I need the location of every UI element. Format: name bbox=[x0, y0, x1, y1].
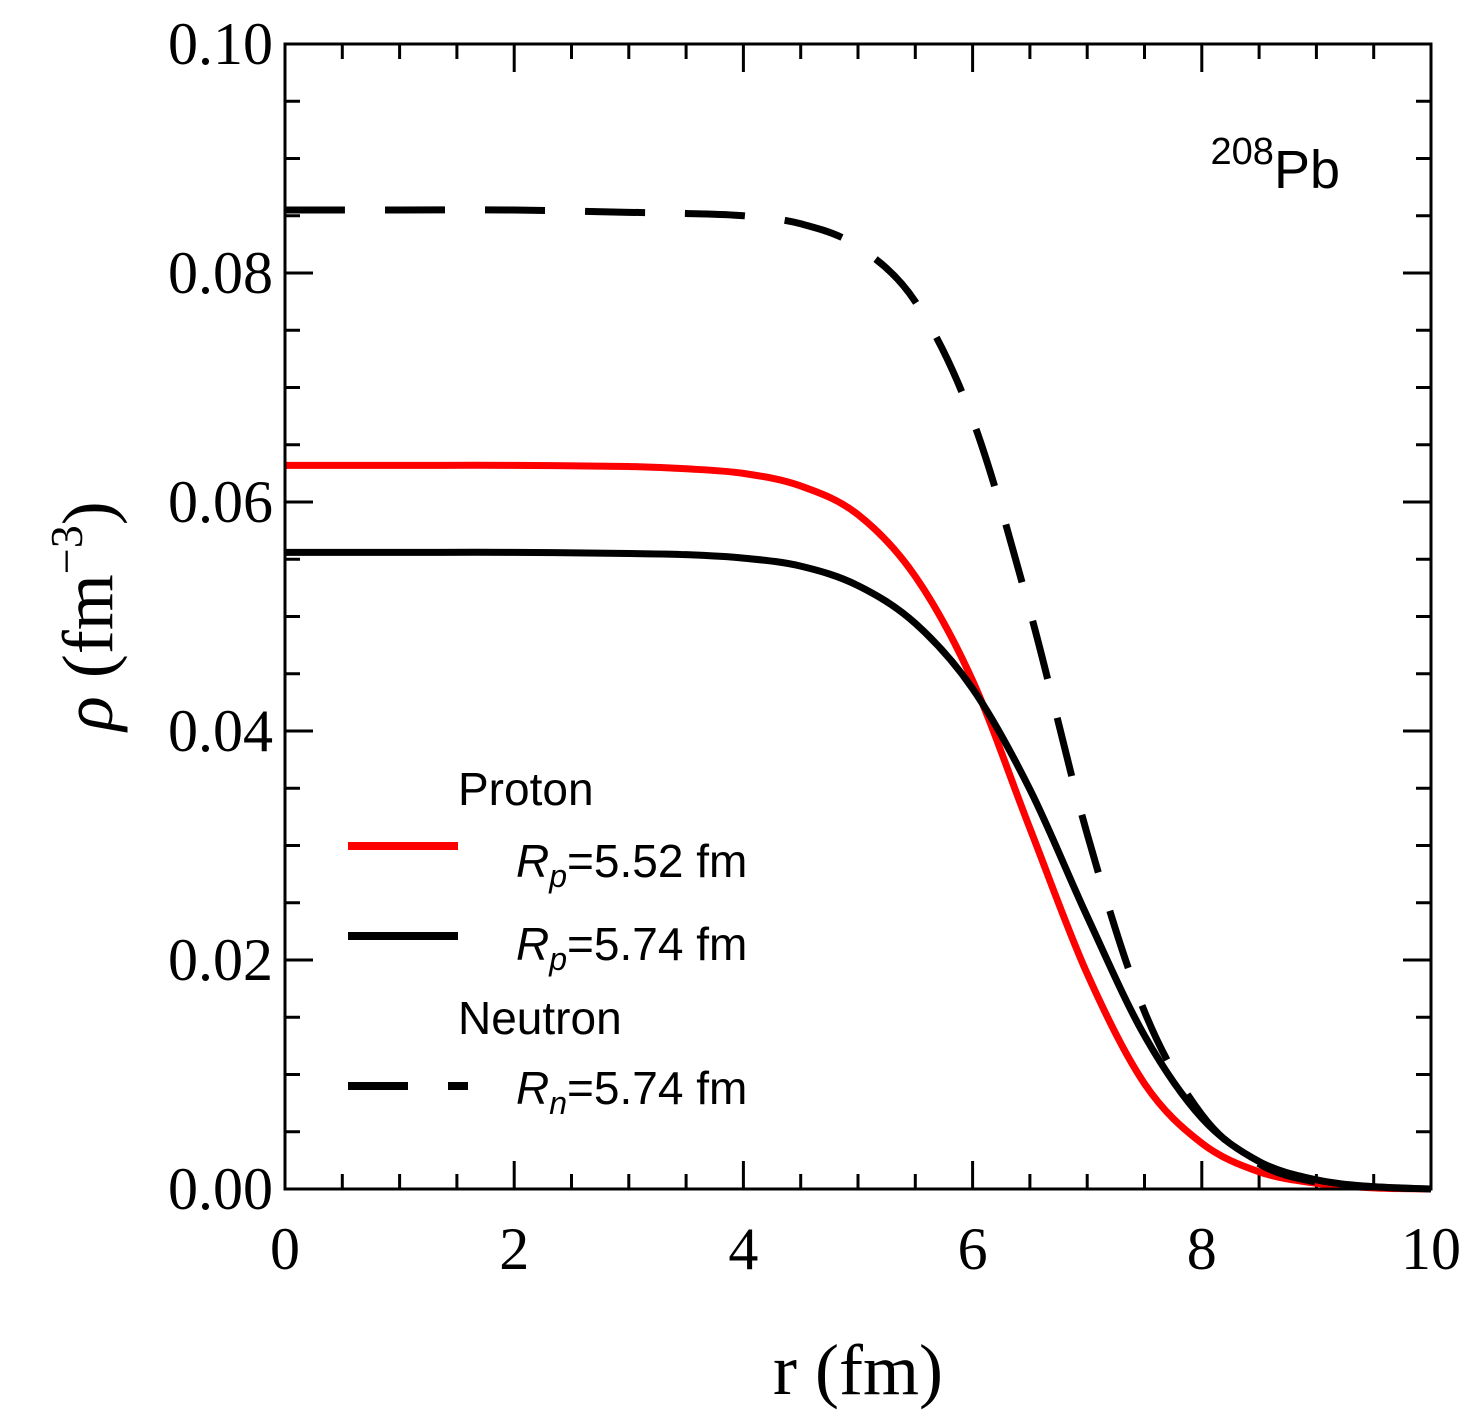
y-tick-label: 0.06 bbox=[168, 469, 273, 535]
x-tick-label: 8 bbox=[1187, 1216, 1217, 1282]
legend-heading-neutron: Neutron bbox=[458, 992, 622, 1044]
legend-symbol: R bbox=[516, 835, 549, 887]
legend-heading-proton: Proton bbox=[458, 763, 594, 815]
legend-subscript: n bbox=[549, 1085, 567, 1121]
series-line-2 bbox=[285, 206, 1432, 1193]
mass-number: 208 bbox=[1211, 131, 1274, 173]
y-tick-label: 0.00 bbox=[168, 1156, 273, 1222]
y-tick-label: 0.04 bbox=[168, 698, 273, 764]
legend-label-proton-552: Rp=5.52 fm bbox=[516, 835, 747, 894]
data-series bbox=[284, 206, 1432, 1193]
legend-subscript: p bbox=[548, 941, 567, 977]
legend-symbol: R bbox=[516, 1062, 549, 1114]
legend-label-neutron-574: Rn=5.74 fm bbox=[516, 1062, 747, 1121]
x-tick-label: 4 bbox=[728, 1216, 758, 1282]
series-line-0 bbox=[284, 461, 1432, 1193]
plot-frame bbox=[283, 42, 1433, 1191]
y-axis-title: ρ (fm−3) bbox=[41, 501, 128, 732]
x-tick-label: 0 bbox=[270, 1216, 300, 1282]
y-axis-symbol: ρ bbox=[48, 696, 128, 733]
series-line-1 bbox=[285, 548, 1432, 1193]
x-tick-label: 10 bbox=[1401, 1216, 1461, 1282]
y-tick-label: 0.02 bbox=[168, 927, 273, 993]
y-axis-unit-exponent: −3 bbox=[41, 525, 92, 574]
x-tick-label: 2 bbox=[499, 1216, 529, 1282]
element-symbol: Pb bbox=[1274, 140, 1340, 200]
legend-value: =5.74 fm bbox=[567, 1062, 747, 1114]
legend-subscript: p bbox=[548, 858, 567, 894]
legend-symbol: R bbox=[516, 918, 549, 970]
axis-ticks bbox=[283, 42, 1433, 1191]
x-tick-label: 6 bbox=[958, 1216, 988, 1282]
y-tick-label: 0.10 bbox=[168, 11, 273, 77]
x-axis-title: r (fm) bbox=[773, 1330, 943, 1410]
y-axis-unit-close: ) bbox=[48, 501, 128, 525]
legend-value: =5.74 fm bbox=[567, 918, 747, 970]
legend-value: =5.52 fm bbox=[567, 835, 747, 887]
nucleus-annotation: 208Pb bbox=[1211, 131, 1340, 200]
axis-tick-labels: 0 2 4 6 8 10 0.00 0.02 0.04 0.06 0.08 0.10 bbox=[168, 11, 1461, 1282]
legend: Proton Rp=5.52 fm Rp=5.74 fm Neutron Rn=… bbox=[348, 763, 747, 1121]
y-tick-label: 0.08 bbox=[168, 240, 273, 306]
y-axis-unit-open: (fm bbox=[48, 574, 128, 696]
legend-label-proton-574: Rp=5.74 fm bbox=[516, 918, 747, 977]
